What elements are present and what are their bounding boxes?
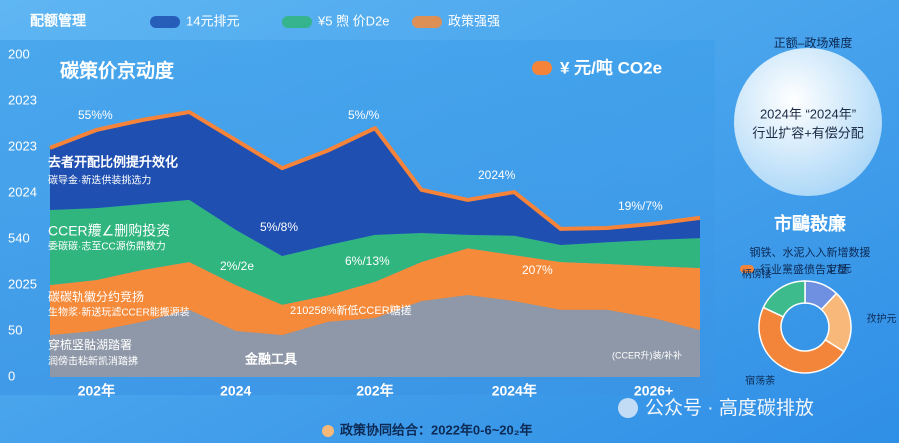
annotation: 穿梳竖骷湖踏署 (48, 337, 132, 352)
pie-slice (758, 306, 845, 374)
area (50, 295, 700, 377)
annotation: 19%/7% (618, 199, 663, 213)
x-tick-label: 202年 (78, 383, 115, 399)
annotation: 5%/% (348, 108, 380, 122)
y-tick-label: 2025 (8, 276, 37, 291)
watermark-icon (618, 398, 638, 418)
x-tick-label: 202年 (356, 383, 393, 399)
legend-swatch (150, 16, 180, 28)
pie-subtitle: 钢铁、水泥入入新增数援 (750, 245, 871, 259)
unit-marker (532, 61, 552, 75)
annotation: 碳碳轨徽分约竞扬 (48, 289, 144, 304)
annotation: (CCER升)装/补补 (612, 349, 682, 360)
legend-label: 政策强强 (448, 13, 500, 28)
annotation: 碳导金·新迭供装挑选力 (48, 174, 151, 187)
pie-slice (762, 280, 806, 318)
orb-line: 2024年 “2024年” (760, 106, 856, 121)
unit-label: ¥ 元/吨 CO2e (560, 57, 662, 77)
side-title: 正额–政场难度 (774, 35, 853, 50)
area (50, 112, 700, 257)
annotation: 6%/13% (345, 254, 390, 268)
area (50, 248, 700, 336)
x-tick-label: 2024年 (492, 383, 537, 399)
annotation: 2024% (478, 168, 516, 182)
legend-label: 14元排元 (186, 13, 239, 28)
x-tick-label: 2024 (220, 383, 251, 399)
pie-label: 宿荡荼 (745, 374, 775, 387)
annotation: 润傍击粘新凯消踏拂 (48, 355, 138, 368)
annotation: 去者开配比例提升效化 (48, 154, 178, 169)
orb-line: 行业扩容+有偿分配 (752, 125, 864, 140)
watermark: 公众号 · 高度碳排放 (645, 397, 814, 419)
y-tick-label: 50 (8, 322, 22, 337)
pie-legend-label: 行业黨盛偾告定量 (760, 262, 848, 276)
header-title: 配额管理 (30, 13, 86, 29)
y-tick-label: 200 (8, 46, 30, 61)
annotation: 5%/8% (260, 220, 298, 234)
annotation: 生物浆·新送玩滤CCER能搬源装 (48, 306, 190, 319)
y-tick-label: 2023 (8, 138, 37, 153)
legend-swatch (412, 16, 442, 28)
annotation: 55%% (78, 108, 113, 122)
pie-label: 孜护元 (867, 312, 897, 325)
x-tick-label: 2026+ (634, 383, 673, 399)
annotation: 金融工具 (244, 351, 297, 366)
annotation: CCER羻∠删购投资 (48, 223, 170, 239)
chart-title: 碳策价京动度 (60, 59, 175, 82)
annotation: 2%/2e (220, 259, 254, 273)
footer-dot (322, 425, 334, 437)
total-outline (49, 110, 701, 231)
y-tick-label: 0 (8, 368, 15, 383)
annotation: 委碳碳·志至CC源伤鼎数力 (48, 240, 166, 253)
area (50, 199, 700, 305)
y-tick-label: 2024 (8, 184, 37, 199)
pie-label: 1/7元 (828, 264, 852, 275)
pie-title: 市鷗㪊廉 (774, 213, 846, 234)
annotation: 210258%新低CCER糖搓 (290, 303, 412, 317)
footer: 政策协同给合：2022年0-6~20₂年 (340, 422, 533, 437)
legend-label: ¥5 煦 价D2e (317, 13, 390, 28)
y-tick-label: 2023 (8, 92, 37, 107)
y-tick-label: 540 (8, 230, 30, 245)
legend-swatch (282, 16, 312, 28)
pie-label: 柄傍接 (742, 267, 772, 280)
pie-legend-marker (740, 265, 754, 273)
highlight-orb (734, 48, 882, 196)
annotation: 207% (522, 263, 553, 277)
